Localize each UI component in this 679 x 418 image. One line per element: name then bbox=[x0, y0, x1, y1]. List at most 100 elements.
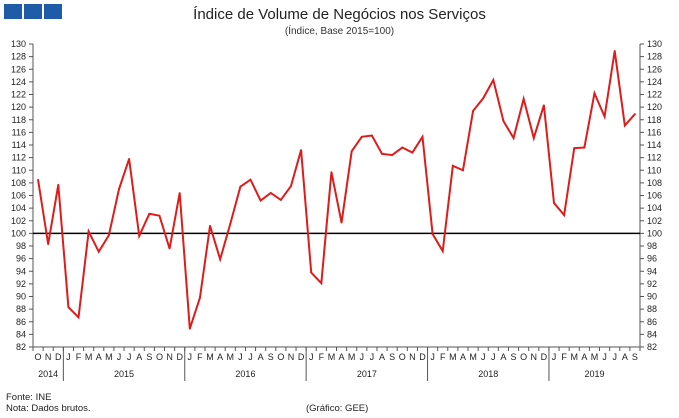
x-month-label: S bbox=[268, 352, 274, 362]
y-tick-label-right: 82 bbox=[647, 342, 657, 352]
data-point bbox=[37, 178, 39, 181]
y-tick-label-left: 86 bbox=[16, 317, 26, 327]
x-month-label: J bbox=[602, 352, 607, 362]
line-chart: 82 82 84 84 86 86 88 88 90 90 92 92 94 94 96 96 98 98 100 1… bbox=[11, 39, 662, 381]
x-month-label: J bbox=[491, 352, 496, 362]
y-tick-label-right: 88 bbox=[647, 304, 657, 314]
chart-subtitle: (Índice, Base 2015=100) bbox=[284, 26, 395, 37]
y-tick-label-right: 100 bbox=[647, 228, 662, 238]
x-month-label: N bbox=[409, 352, 416, 362]
y-tick-label-left: 104 bbox=[11, 203, 26, 213]
x-year-label: 2016 bbox=[235, 369, 255, 379]
y-tick-label-left: 98 bbox=[16, 241, 26, 251]
x-month-label: S bbox=[511, 352, 517, 362]
data-point bbox=[421, 135, 424, 138]
x-month-label: A bbox=[136, 352, 142, 362]
data-point bbox=[148, 212, 151, 215]
x-month-label: N bbox=[531, 352, 538, 362]
logo-square bbox=[24, 4, 42, 19]
y-tick-label-left: 122 bbox=[11, 90, 26, 100]
data-point bbox=[391, 154, 394, 157]
y-tick-label-right: 128 bbox=[647, 52, 662, 62]
x-month-label: F bbox=[76, 352, 82, 362]
x-month-label: A bbox=[622, 352, 628, 362]
footer-note: Nota: Dados brutos. bbox=[6, 403, 91, 414]
y-tick-label-right: 122 bbox=[647, 90, 662, 100]
y-tick-label-left: 82 bbox=[16, 342, 26, 352]
x-month-label: J bbox=[481, 352, 486, 362]
x-month-label: J bbox=[248, 352, 253, 362]
x-month-label: M bbox=[591, 352, 599, 362]
data-point bbox=[340, 221, 343, 224]
y-tick-label-left: 84 bbox=[16, 329, 26, 339]
y-tick-label-left: 92 bbox=[16, 279, 26, 289]
x-month-label: J bbox=[66, 352, 71, 362]
data-point bbox=[441, 250, 444, 252]
y-tick-label-left: 114 bbox=[12, 140, 26, 150]
data-point bbox=[593, 92, 596, 95]
data-point bbox=[522, 98, 525, 100]
y-tick-label-right: 90 bbox=[647, 292, 657, 302]
data-point bbox=[239, 185, 242, 188]
y-tick-label-right: 110 bbox=[647, 165, 661, 175]
x-month-label: D bbox=[419, 352, 426, 362]
x-month-label: O bbox=[156, 352, 163, 362]
data-point bbox=[482, 97, 485, 100]
x-month-label: F bbox=[561, 352, 567, 362]
data-point bbox=[411, 151, 414, 154]
y-tick-label-right: 106 bbox=[647, 191, 662, 201]
y-tick-label-left: 90 bbox=[16, 292, 26, 302]
x-month-label: J bbox=[430, 352, 435, 362]
x-month-label: A bbox=[500, 352, 506, 362]
data-point bbox=[381, 152, 383, 155]
x-month-label: J bbox=[370, 352, 375, 362]
x-year-label: 2014 bbox=[38, 369, 58, 379]
x-month-label: J bbox=[552, 352, 557, 362]
data-point bbox=[300, 149, 302, 151]
footer-graph-credit: (Gráfico: GEE) bbox=[306, 403, 369, 414]
x-month-label: M bbox=[227, 352, 235, 362]
data-point bbox=[158, 214, 161, 217]
data-point bbox=[67, 306, 70, 309]
data-point bbox=[168, 247, 171, 250]
y-tick-label-right: 116 bbox=[647, 127, 661, 137]
data-point bbox=[290, 185, 292, 187]
y-tick-label-right: 104 bbox=[647, 203, 662, 213]
x-year-label: 2019 bbox=[584, 369, 604, 379]
x-month-label: O bbox=[520, 352, 527, 362]
data-point bbox=[563, 214, 566, 216]
data-point bbox=[330, 171, 333, 174]
y-tick-label-right: 94 bbox=[647, 266, 657, 276]
x-month-label: J bbox=[117, 352, 122, 362]
x-month-label: A bbox=[339, 352, 345, 362]
x-month-label: S bbox=[632, 352, 638, 362]
x-year-label: 2017 bbox=[357, 369, 377, 379]
y-tick-label-left: 112 bbox=[12, 153, 26, 163]
y-tick-label-left: 88 bbox=[16, 304, 26, 314]
data-point bbox=[128, 157, 131, 160]
x-month-label: O bbox=[277, 352, 284, 362]
data-point bbox=[613, 50, 616, 52]
series-line bbox=[37, 50, 636, 330]
x-month-label: J bbox=[127, 352, 132, 362]
x-month-label: M bbox=[206, 352, 214, 362]
x-month-label: O bbox=[35, 352, 42, 362]
y-tick-label-left: 118 bbox=[12, 115, 26, 125]
data-point bbox=[492, 79, 495, 81]
x-year-label: 2015 bbox=[114, 369, 134, 379]
y-tick-label-right: 120 bbox=[647, 102, 662, 112]
y-tick-label-left: 110 bbox=[12, 165, 26, 175]
data-point bbox=[259, 199, 262, 202]
x-month-label: O bbox=[399, 352, 406, 362]
data-point bbox=[188, 327, 191, 330]
y-tick-label-right: 96 bbox=[647, 254, 657, 264]
y-tick-label-right: 84 bbox=[647, 329, 657, 339]
data-point bbox=[57, 183, 60, 186]
y-tick-label-left: 106 bbox=[11, 191, 26, 201]
x-month-label: D bbox=[298, 352, 305, 362]
gee-logo bbox=[4, 4, 62, 19]
y-tick-label-left: 108 bbox=[11, 178, 26, 188]
data-point bbox=[502, 120, 505, 122]
y-tick-label-left: 128 bbox=[11, 52, 26, 62]
x-month-label: F bbox=[440, 352, 446, 362]
